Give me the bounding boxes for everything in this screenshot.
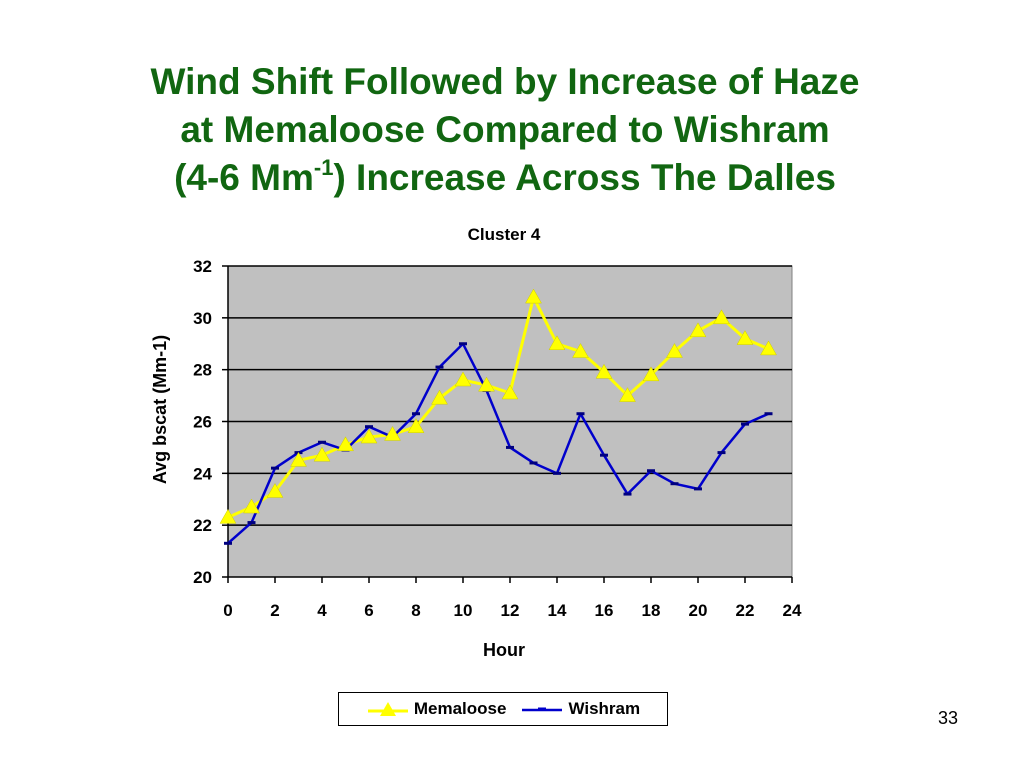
- memaloose-point: [666, 343, 683, 358]
- memaloose-point: [736, 330, 754, 345]
- title-line-3-post: ) Increase Across The Dalles: [333, 157, 836, 198]
- legend-item-memaloose: Memaloose: [366, 699, 507, 719]
- memaloose-point: [290, 451, 307, 467]
- memaloose-point: [313, 446, 331, 462]
- memaloose-point: [501, 384, 519, 400]
- wishram-legend-swatch: [522, 707, 563, 712]
- y-tick-label: 30: [193, 309, 212, 328]
- y-tick-label: 28: [193, 361, 212, 380]
- x-axis-label: Hour: [483, 640, 525, 660]
- title-line-3-sup: -1: [313, 154, 334, 180]
- memaloose-point: [642, 366, 660, 382]
- memaloose-point: [595, 363, 613, 379]
- x-tick-label: 4: [317, 601, 327, 620]
- x-tick-label: 24: [783, 601, 802, 620]
- x-tick-label: 0: [223, 601, 232, 620]
- memaloose-point: [384, 425, 401, 441]
- x-tick-label: 6: [364, 601, 373, 620]
- memaloose-point: [548, 335, 566, 350]
- memaloose-legend-swatch: [367, 702, 408, 716]
- memaloose-point: [760, 340, 777, 356]
- x-tick-label: 14: [548, 601, 567, 620]
- memaloose-point: [337, 436, 354, 452]
- memaloose-point: [407, 418, 425, 433]
- y-tick-label: 24: [193, 464, 212, 483]
- memaloose-point: [243, 498, 260, 514]
- x-tick-label: 22: [736, 601, 755, 620]
- x-tick-label: 10: [454, 601, 473, 620]
- y-tick-label: 32: [193, 257, 212, 276]
- memaloose-point: [572, 343, 589, 358]
- x-tick-label: 16: [595, 601, 614, 620]
- memaloose-point: [525, 288, 542, 304]
- legend-label-memaloose: Memaloose: [413, 699, 507, 718]
- y-axis-label: Avg bscat (Mm-1): [150, 335, 170, 484]
- title-line-2: at Memaloose Compared to Wishram: [180, 109, 830, 150]
- memaloose-point: [689, 322, 707, 338]
- x-tick-label: 18: [642, 601, 661, 620]
- title-line-3-pre: (4-6 Mm: [174, 157, 314, 198]
- y-tick-label: 26: [193, 413, 212, 432]
- memaloose-point: [266, 482, 284, 498]
- memaloose-point: [431, 389, 448, 405]
- x-tick-label: 20: [689, 601, 708, 620]
- y-tick-label: 20: [193, 568, 212, 587]
- legend-label-wishram: Wishram: [568, 699, 641, 718]
- slide-title: Wind Shift Followed by Increase of Haze …: [0, 58, 1010, 202]
- x-tick-label: 8: [411, 601, 420, 620]
- x-tick-label: 2: [270, 601, 279, 620]
- y-tick-label: 22: [193, 516, 212, 535]
- legend-item-wishram: Wishram: [520, 699, 640, 719]
- memaloose-point: [360, 428, 378, 444]
- memaloose-point: [219, 508, 237, 524]
- memaloose-point: [478, 376, 495, 392]
- memaloose-point: [454, 371, 472, 387]
- x-tick-label: 12: [501, 601, 520, 620]
- chart-legend: Memaloose Wishram: [338, 692, 668, 726]
- slide-number: 33: [938, 708, 959, 728]
- title-line-3: (4-6 Mm-1) Increase Across The Dalles: [0, 154, 1010, 202]
- memaloose-point: [619, 387, 636, 402]
- memaloose-point: [713, 309, 730, 325]
- title-line-1: Wind Shift Followed by Increase of Haze: [150, 61, 860, 102]
- chart-title: Cluster 4: [468, 225, 541, 244]
